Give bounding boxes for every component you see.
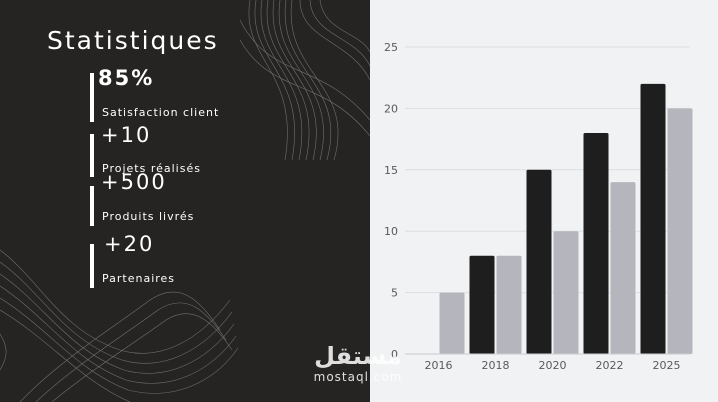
watermark-logo: مستقل xyxy=(314,342,402,370)
watermark-url: mostaql.com xyxy=(313,370,403,384)
stat-marker xyxy=(90,244,94,288)
bar-series2 xyxy=(439,292,465,354)
y-tick-label: 10 xyxy=(384,225,398,238)
stat-label-satisfaction: Satisfaction client xyxy=(102,106,220,119)
stat-value-projects: +10 xyxy=(101,123,152,147)
bar-series2 xyxy=(496,255,522,354)
stat-value-products: +500 xyxy=(101,170,167,194)
bar-series2 xyxy=(553,231,579,354)
stat-value-partners: +20 xyxy=(104,232,155,256)
bar-series1 xyxy=(469,255,495,354)
y-tick-label: 20 xyxy=(384,102,398,115)
y-tick-label: 5 xyxy=(391,287,398,300)
x-tick-label: 2020 xyxy=(539,359,567,372)
y-tick-label: 15 xyxy=(384,164,398,177)
y-tick-label: 25 xyxy=(384,41,398,54)
bar-series2 xyxy=(610,182,636,354)
statistics-panel: Statistiques 85% Satisfaction client +10… xyxy=(0,0,370,402)
x-tick-label: 2018 xyxy=(482,359,510,372)
bar-series1 xyxy=(526,169,552,354)
x-tick-label: 2025 xyxy=(653,359,681,372)
y-tick-label: 0 xyxy=(391,348,398,361)
stat-marker xyxy=(90,186,94,226)
stat-label-partners: Partenaires xyxy=(102,272,176,285)
watermark: مستقل mostaql.com xyxy=(312,342,404,384)
bar-series2 xyxy=(667,108,693,355)
bar-series1 xyxy=(583,132,609,354)
stat-marker xyxy=(90,73,94,122)
stat-value-satisfaction: 85% xyxy=(98,66,155,90)
stat-label-products: Produits livrés xyxy=(102,210,195,223)
bar-series1 xyxy=(640,83,666,354)
x-tick-label: 2016 xyxy=(425,359,453,372)
x-tick-label: 2022 xyxy=(596,359,624,372)
decorative-wave-lines xyxy=(0,0,370,402)
stat-marker xyxy=(90,134,94,177)
panel-title: Statistiques xyxy=(47,26,219,55)
stat-label-projects: Projets réalisés xyxy=(102,162,201,175)
chart-panel: 0 5 10 15 20 25 2016 2018 2020 2022 2025 xyxy=(370,0,718,402)
